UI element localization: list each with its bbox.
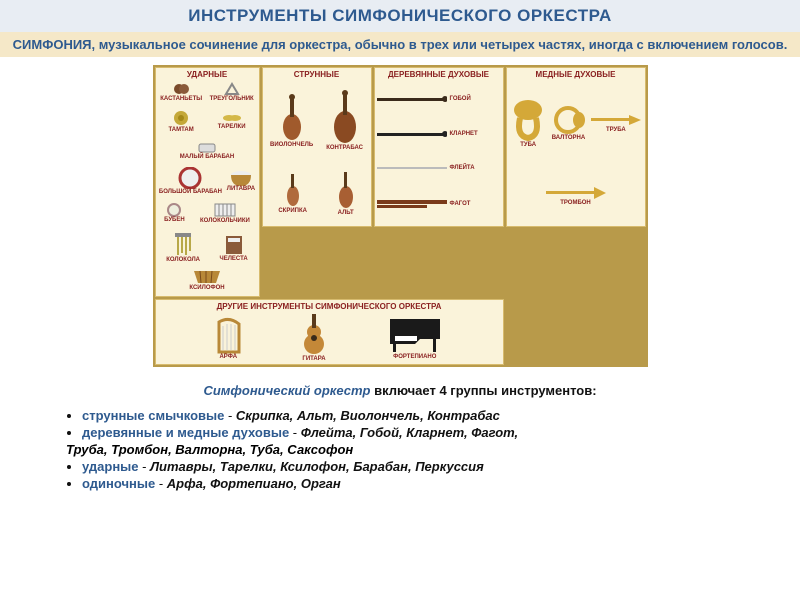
- instrument-trumpet: ТРУБА: [591, 113, 641, 133]
- page-title: ИНСТРУМЕНТЫ СИМФОНИЧЕСКОГО ОРКЕСТРА: [0, 0, 800, 32]
- instrument-flute: ФЛЕЙТА: [377, 165, 475, 171]
- instrument-glockenspiel: КОЛОКОЛЬЧИКИ: [200, 202, 250, 224]
- instrument-timpani: ЛИТАВРА: [227, 170, 255, 192]
- instrument-violin: СКРИПКА: [278, 172, 307, 214]
- group-solo: одиночные - Арфа, Фортепиано, Орган: [82, 476, 740, 491]
- instrument-viola: АЛЬТ: [337, 170, 355, 216]
- panel-brass: МЕДНЫЕ ДУХОВЫЕ ТУБА ВАЛТОРНА ТРУБА ТРОМБ…: [506, 67, 646, 227]
- group-percussion: ударные - Литавры, Тарелки, Ксилофон, Ба…: [82, 459, 740, 474]
- instrument-cello: ВИОЛОНЧЕЛЬ: [270, 92, 313, 148]
- groups-intro: Симфонический оркестр включает 4 группы …: [60, 383, 740, 398]
- instrument-doublebass: КОНТРАБАС: [326, 89, 363, 151]
- groups-list: струнные смычковые - Скрипка, Альт, Виол…: [82, 408, 740, 440]
- instrument-clarinet: КЛАРНЕТ: [377, 130, 478, 138]
- instrument-castanets: КАСТАНЬЕТЫ: [160, 82, 202, 102]
- panel-percussion: УДАРНЫЕ КАСТАНЬЕТЫ ТРЕУГОЛЬНИК ТАМТАМ ТА…: [155, 67, 260, 297]
- groups-list-2: ударные - Литавры, Тарелки, Ксилофон, Ба…: [82, 459, 740, 491]
- instrument-tamtam: ТАМТАМ: [168, 109, 193, 133]
- instrument-triangle: ТРЕУГОЛЬНИК: [210, 82, 254, 102]
- instrument-bells: КОЛОКОЛА: [166, 231, 200, 263]
- panel-strings-title: СТРУННЫЕ: [294, 70, 339, 79]
- instrument-tambourine: БУБЕН: [164, 203, 185, 223]
- panel-other-title: ДРУГИЕ ИНСТРУМЕНТЫ СИМФОНИЧЕСКОГО ОРКЕСТ…: [217, 302, 442, 311]
- instrument-piano: ФОРТЕПИАНО: [385, 314, 445, 360]
- instrument-bassoon: ФАГОТ: [377, 198, 471, 210]
- panel-woodwind: ДЕРЕВЯННЫЕ ДУХОВЫЕ ГОБОЙ КЛАРНЕТ ФЛЕЙТА …: [374, 67, 504, 227]
- panel-strings: СТРУННЫЕ ВИОЛОНЧЕЛЬ КОНТРАБАС СКРИПКА АЛ…: [262, 67, 372, 227]
- instrument-celesta: ЧЕЛЕСТА: [220, 232, 248, 262]
- instrument-horn: ВАЛТОРНА: [551, 105, 585, 141]
- instrument-harp: АРФА: [213, 314, 243, 360]
- panel-percussion-title: УДАРНЫЕ: [187, 70, 227, 79]
- instrument-snare: МАЛЫЙ БАРАБАН: [180, 140, 234, 160]
- panel-woodwind-title: ДЕРЕВЯННЫЕ ДУХОВЫЕ: [388, 70, 489, 79]
- instrument-trombone: ТРОМБОН: [546, 186, 606, 206]
- instrument-oboe: ГОБОЙ: [377, 95, 471, 103]
- panel-other: ДРУГИЕ ИНСТРУМЕНТЫ СИМФОНИЧЕСКОГО ОРКЕСТ…: [155, 299, 504, 365]
- instrument-chart: СТРУННЫЕ ВИОЛОНЧЕЛЬ КОНТРАБАС СКРИПКА АЛ…: [0, 57, 800, 373]
- group-wind: деревянные и медные духовые - Флейта, Го…: [82, 425, 740, 440]
- instrument-bassdrum: БОЛЬШОЙ БАРАБАН: [159, 167, 222, 195]
- text-block: Симфонический оркестр включает 4 группы …: [0, 373, 800, 491]
- instrument-cymbals: ТАРЕЛКИ: [218, 112, 246, 130]
- instrument-guitar: ГИТАРА: [301, 312, 327, 362]
- instrument-xylophone: КСИЛОФОН: [189, 269, 224, 291]
- group-wind-extra: Труба, Тромбон, Валторна, Туба, Саксофон: [66, 442, 740, 457]
- instrument-tuba: ТУБА: [510, 98, 546, 148]
- panel-brass-title: МЕДНЫЕ ДУХОВЫЕ: [536, 70, 616, 79]
- subtitle: СИМФОНИЯ, музыкальное сочинение для орке…: [0, 32, 800, 57]
- group-strings: струнные смычковые - Скрипка, Альт, Виол…: [82, 408, 740, 423]
